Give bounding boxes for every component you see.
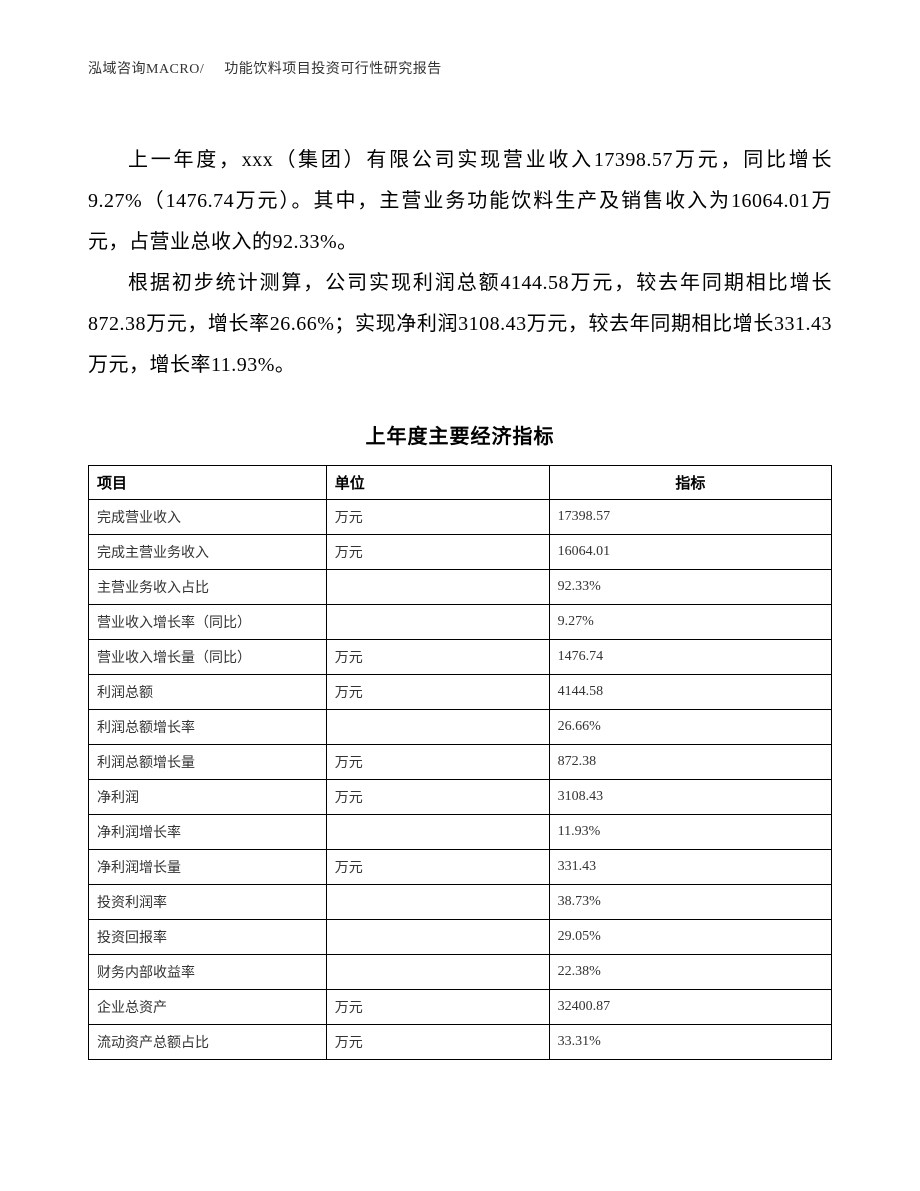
cell-project: 流动资产总额占比 — [89, 1025, 327, 1060]
cell-unit: 万元 — [326, 850, 549, 885]
cell-value: 9.27% — [549, 605, 831, 640]
cell-unit — [326, 955, 549, 990]
cell-project: 投资回报率 — [89, 920, 327, 955]
header-right: 功能饮料项目投资可行性研究报告 — [224, 62, 442, 77]
cell-unit: 万元 — [326, 745, 549, 780]
cell-project: 净利润 — [89, 780, 327, 815]
table-row: 财务内部收益率 22.38% — [89, 955, 832, 990]
cell-unit: 万元 — [326, 990, 549, 1025]
cell-project: 净利润增长量 — [89, 850, 327, 885]
table-row: 投资回报率 29.05% — [89, 920, 832, 955]
cell-value: 331.43 — [549, 850, 831, 885]
cell-value: 32400.87 — [549, 990, 831, 1025]
cell-value: 1476.74 — [549, 640, 831, 675]
table-row: 流动资产总额占比 万元 33.31% — [89, 1025, 832, 1060]
cell-value: 3108.43 — [549, 780, 831, 815]
cell-value: 11.93% — [549, 815, 831, 850]
document-page: 泓域咨询MACRO/功能饮料项目投资可行性研究报告 上一年度，xxx（集团）有限… — [0, 0, 920, 1191]
table-row: 净利润增长量 万元 331.43 — [89, 850, 832, 885]
col-header-value: 指标 — [549, 466, 831, 500]
cell-unit — [326, 920, 549, 955]
col-header-project: 项目 — [89, 466, 327, 500]
table-row: 利润总额 万元 4144.58 — [89, 675, 832, 710]
table-row: 企业总资产 万元 32400.87 — [89, 990, 832, 1025]
body-text: 上一年度，xxx（集团）有限公司实现营业收入17398.57万元，同比增长9.2… — [88, 140, 832, 386]
cell-project: 利润总额增长量 — [89, 745, 327, 780]
cell-value: 29.05% — [549, 920, 831, 955]
cell-unit: 万元 — [326, 780, 549, 815]
paragraph-2: 根据初步统计测算，公司实现利润总额4144.58万元，较去年同期相比增长872.… — [88, 263, 832, 386]
cell-unit — [326, 710, 549, 745]
cell-unit: 万元 — [326, 500, 549, 535]
cell-value: 16064.01 — [549, 535, 831, 570]
cell-value: 22.38% — [549, 955, 831, 990]
col-header-unit: 单位 — [326, 466, 549, 500]
cell-value: 4144.58 — [549, 675, 831, 710]
cell-project: 完成主营业务收入 — [89, 535, 327, 570]
table-header-row: 项目 单位 指标 — [89, 466, 832, 500]
cell-project: 完成营业收入 — [89, 500, 327, 535]
cell-unit — [326, 885, 549, 920]
cell-unit: 万元 — [326, 640, 549, 675]
cell-project: 财务内部收益率 — [89, 955, 327, 990]
cell-value: 872.38 — [549, 745, 831, 780]
table-row: 投资利润率 38.73% — [89, 885, 832, 920]
table-row: 净利润 万元 3108.43 — [89, 780, 832, 815]
header-left: 泓域咨询MACRO/ — [88, 62, 204, 77]
indicators-table: 项目 单位 指标 完成营业收入 万元 17398.57 完成主营业务收入 万元 … — [88, 465, 832, 1060]
table-row: 净利润增长率 11.93% — [89, 815, 832, 850]
table-row: 完成主营业务收入 万元 16064.01 — [89, 535, 832, 570]
cell-project: 营业收入增长量（同比） — [89, 640, 327, 675]
cell-project: 投资利润率 — [89, 885, 327, 920]
table-row: 利润总额增长量 万元 872.38 — [89, 745, 832, 780]
cell-value: 33.31% — [549, 1025, 831, 1060]
cell-unit: 万元 — [326, 535, 549, 570]
paragraph-1: 上一年度，xxx（集团）有限公司实现营业收入17398.57万元，同比增长9.2… — [88, 140, 832, 263]
cell-unit: 万元 — [326, 1025, 549, 1060]
cell-unit — [326, 815, 549, 850]
cell-unit — [326, 605, 549, 640]
cell-project: 利润总额增长率 — [89, 710, 327, 745]
table-row: 营业收入增长量（同比） 万元 1476.74 — [89, 640, 832, 675]
table-title: 上年度主要经济指标 — [88, 420, 832, 449]
cell-value: 92.33% — [549, 570, 831, 605]
cell-value: 38.73% — [549, 885, 831, 920]
cell-value: 26.66% — [549, 710, 831, 745]
cell-value: 17398.57 — [549, 500, 831, 535]
cell-project: 净利润增长率 — [89, 815, 327, 850]
cell-unit — [326, 570, 549, 605]
page-header: 泓域咨询MACRO/功能饮料项目投资可行性研究报告 — [88, 58, 832, 78]
cell-project: 企业总资产 — [89, 990, 327, 1025]
cell-project: 营业收入增长率（同比） — [89, 605, 327, 640]
table-row: 营业收入增长率（同比） 9.27% — [89, 605, 832, 640]
table-row: 利润总额增长率 26.66% — [89, 710, 832, 745]
table-row: 主营业务收入占比 92.33% — [89, 570, 832, 605]
cell-unit: 万元 — [326, 675, 549, 710]
cell-project: 利润总额 — [89, 675, 327, 710]
cell-project: 主营业务收入占比 — [89, 570, 327, 605]
table-row: 完成营业收入 万元 17398.57 — [89, 500, 832, 535]
